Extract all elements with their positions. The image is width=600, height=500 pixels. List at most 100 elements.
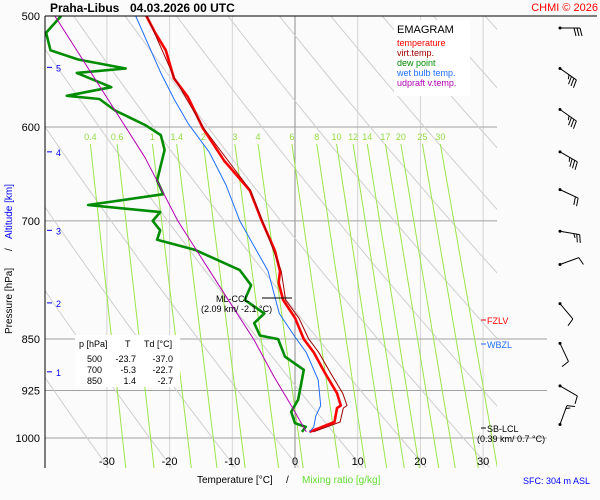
wind-barb-feather (571, 160, 576, 169)
values-table: p [hPa] T Td [°C] 500 -23.7 -37.0 700 -5… (75, 335, 180, 387)
wind-barb-shaft (559, 68, 577, 81)
wind-barb-shaft (559, 230, 580, 236)
legend-temperature: temperature (397, 38, 446, 48)
mixing-ratio-line (316, 143, 367, 468)
dry-adiabat (124, 16, 491, 468)
wind-barb-feather (570, 119, 575, 128)
mixing-ratio-label: 2 (201, 132, 206, 142)
mixing-ratio-label: 0.6 (111, 132, 124, 142)
wind-barb-feather (576, 27, 580, 37)
table-cell: -22.7 (152, 365, 173, 375)
mixing-ratio-line (352, 143, 405, 468)
y-tick-label: 925 (22, 386, 40, 398)
y-axis-label-altitude: Altitude [km] (4, 184, 15, 239)
legend: EMAGRAM temperature virt.temp. dew point… (394, 20, 470, 96)
wind-barb-feather (576, 234, 578, 243)
dry-adiabat (45, 125, 300, 468)
wind-barb-feather (573, 27, 577, 37)
mixing-ratio-line (202, 143, 246, 468)
dry-adiabat (176, 16, 497, 407)
dry-adiabat (45, 467, 46, 468)
mixing-ratio-line (384, 143, 440, 468)
wind-barb-feather (572, 120, 577, 129)
copyright: CHMI © 2026 (531, 2, 598, 14)
wind-barb-feather (578, 257, 584, 265)
mixing-ratio-label: 3 (232, 132, 237, 142)
chart-datetime: 04.03.2026 00 UTC (130, 1, 235, 15)
dry-adiabat (45, 48, 363, 468)
dry-adiabat (45, 376, 109, 468)
legend-wet-bulb: wet bulb temp. (396, 68, 456, 78)
wind-barb-shaft (559, 343, 569, 362)
x-tick-label: -10 (224, 456, 240, 468)
mixing-ratio-label: 14 (362, 132, 372, 142)
ml-ccl-label: ML-CCL (216, 294, 250, 304)
legend-updraft: udpraft v.temp. (397, 78, 456, 88)
profiles (45, 16, 348, 434)
table-cell: 700 (87, 365, 102, 375)
wind-barb-feather (579, 27, 583, 37)
x-tick-label: 0 (292, 456, 298, 468)
mixing-ratio-label: 6 (289, 132, 294, 142)
dry-adiabat (73, 16, 427, 468)
mixing-ratio-line (151, 143, 192, 468)
profile-wet-bulb-temp (135, 16, 322, 433)
wind-barb-feather (579, 234, 581, 243)
mixing-ratio-lines (89, 143, 497, 468)
table-header-td: Td [°C] (144, 339, 172, 349)
wind-barb-feather (574, 161, 578, 170)
mixing-ratio-label: 30 (435, 132, 445, 142)
wind-barb-feather (568, 117, 572, 126)
dry-adiabat (45, 206, 236, 468)
x-axis-title: Temperature [°C] / Mixing ratio [g/kg] (197, 475, 381, 486)
ml-ccl-value: (2.09 km/ -2.1 °C) (201, 304, 272, 314)
x-axis-label: Temperature [°C] (197, 475, 273, 486)
mixing-ratio-label: 4 (256, 132, 261, 142)
table-cell: 500 (87, 354, 102, 364)
mixing-ratio-line (366, 143, 420, 468)
table-cell: 850 (87, 376, 102, 386)
profile-virt-temp (146, 16, 348, 433)
wind-barb-feather (576, 197, 579, 207)
mixing-ratio-line (400, 143, 456, 468)
fzlv-label: FZLV (487, 316, 508, 326)
wind-barb-feather (567, 115, 570, 121)
dry-adiabat (484, 16, 497, 30)
altitude-tick-label: 5 (56, 63, 61, 73)
x-axis-separator: / (286, 475, 289, 486)
mixing-ratio-line (421, 143, 479, 468)
x-tick-label: 30 (477, 456, 489, 468)
wind-barb-feather (574, 395, 578, 404)
wind-barb-shaft (559, 151, 578, 163)
dry-adiabat (279, 16, 497, 274)
mixing-ratio-label: 10 (332, 132, 342, 142)
profile-dew-point (45, 16, 308, 433)
wind-barb-feather (572, 79, 577, 88)
dry-adiabat (45, 289, 173, 468)
y-tick-label: 850 (22, 334, 40, 346)
mixing-ratio-label: 8 (314, 132, 319, 142)
mixing-ratio-label: 0.4 (84, 132, 97, 142)
wind-barb-feather (570, 78, 575, 87)
dry-adiabat (381, 16, 497, 149)
dry-adiabat (227, 16, 497, 340)
mixing-ratio-label: 20 (396, 132, 406, 142)
table-cell: -5.3 (120, 365, 136, 375)
mixing-ratio-label: 12 (348, 132, 358, 142)
table-cell: -37.0 (152, 354, 173, 364)
mixing-ratio-label: 1 (150, 132, 155, 142)
y-tick-label: 1000 (16, 433, 40, 445)
mixing-ratio-line (439, 143, 497, 468)
y-axis-title: Pressure [hPa] / Altitude [km] (4, 184, 15, 334)
mixing-ratio-line (291, 143, 340, 468)
wind-barb-feather (567, 74, 570, 80)
mixing-ratio-line (336, 143, 388, 468)
wind-barb-shaft (559, 405, 568, 425)
y-tick-label: 600 (22, 122, 40, 134)
mixing-ratio-label: 1.4 (170, 132, 183, 142)
table-cell: -2.7 (157, 376, 173, 386)
y-tick-label: 700 (22, 216, 40, 228)
altitude-tick-label: 2 (56, 299, 61, 309)
mixing-ratio-label: 17 (380, 132, 390, 142)
